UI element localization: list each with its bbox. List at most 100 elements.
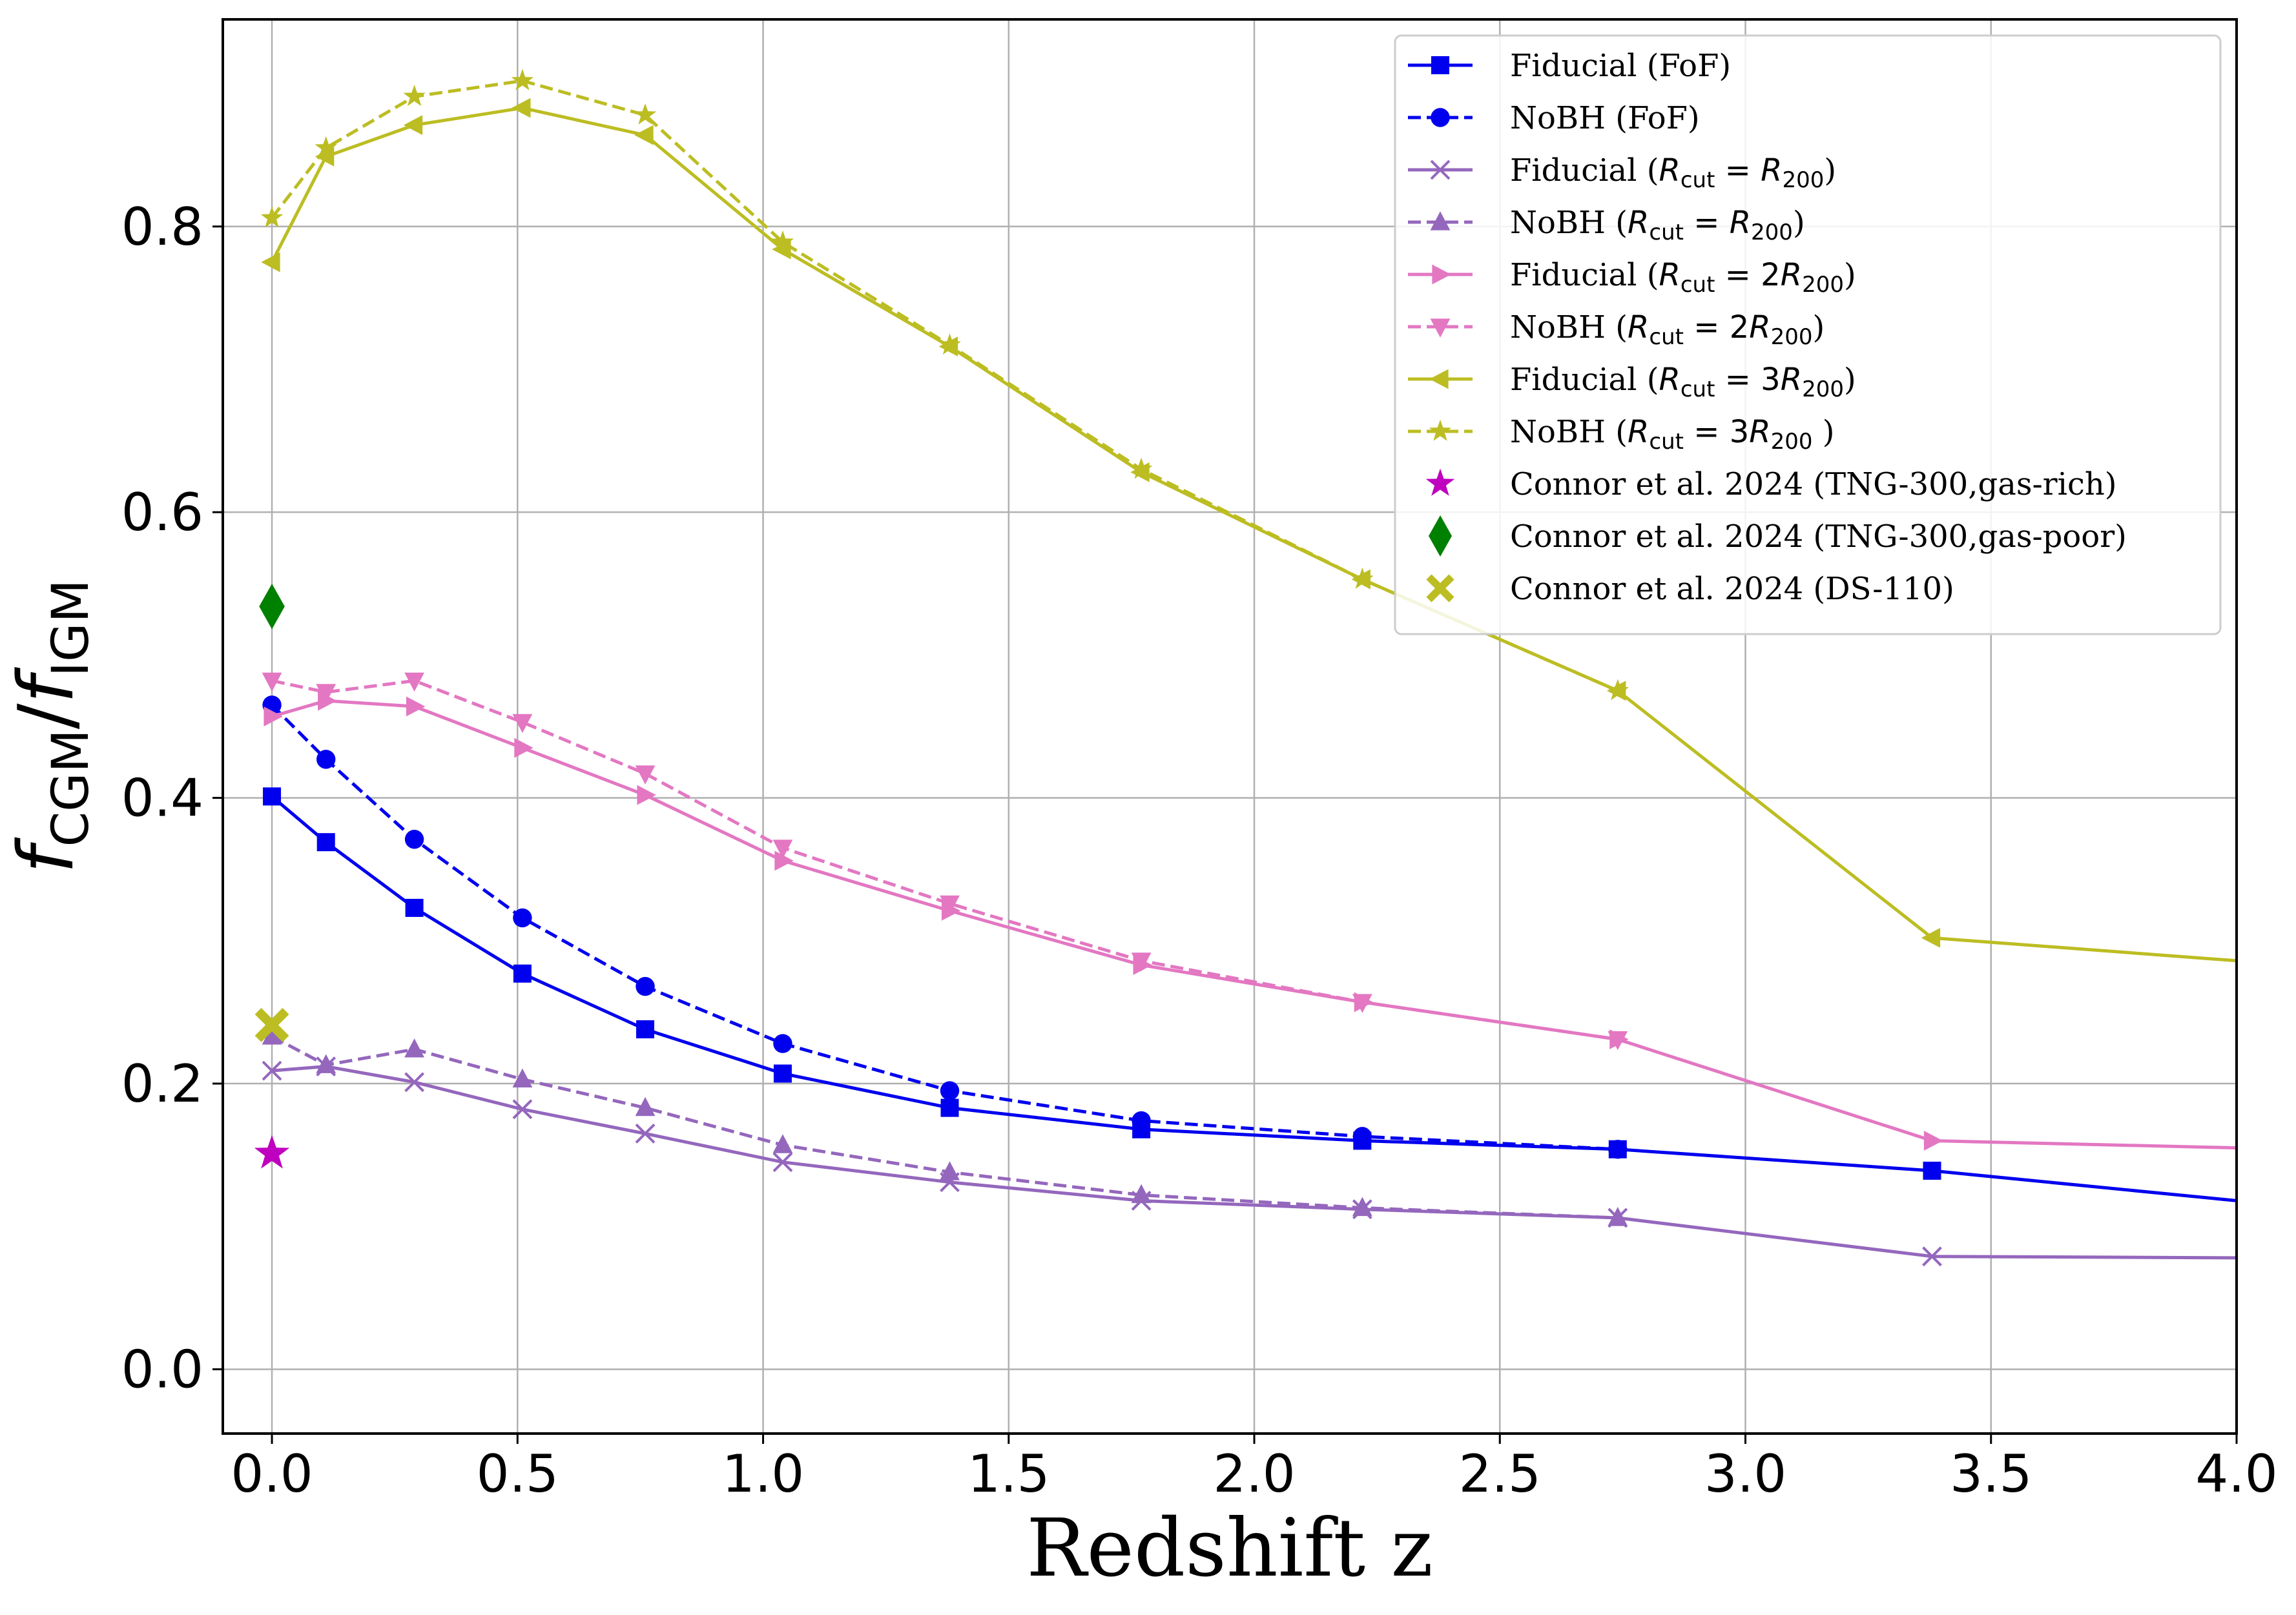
data-point — [512, 98, 531, 118]
legend-marker — [1431, 108, 1450, 127]
series-line — [271, 1034, 1618, 1220]
legend-marker — [1430, 159, 1451, 180]
legend-label: Connor et al. 2024 (DS-110) — [1510, 571, 1954, 607]
data-point — [637, 785, 656, 805]
data-point — [636, 1020, 655, 1038]
y-axis-title: fCGM/fIGM — [1, 579, 100, 874]
series-layer — [260, 68, 2237, 1267]
legend-label: Fiducial (FoF) — [1510, 48, 1731, 84]
legend-label: Connor et al. 2024 (TNG-300,gas-poor) — [1510, 519, 2127, 555]
data-point — [1131, 952, 1152, 972]
data-point — [262, 672, 282, 692]
data-point — [773, 1064, 792, 1083]
data-point — [1131, 1184, 1152, 1204]
data-point — [773, 1034, 792, 1053]
legend: Fiducial (FoF) NoBH (FoF) Fiducial (Rcut =… — [1394, 34, 2222, 635]
y-axis-title-sub1: CGM — [42, 729, 100, 847]
data-point — [772, 839, 793, 859]
series-line — [271, 795, 2237, 1202]
data-point — [405, 898, 424, 917]
series-2 — [262, 695, 1628, 1159]
data-point — [316, 833, 335, 852]
legend-marker — [1429, 369, 1449, 389]
legend-label: NoBH (Rcut = R200) — [1510, 205, 1805, 245]
reference-point — [254, 1135, 290, 1169]
series-line — [271, 704, 1618, 1151]
data-point — [404, 830, 424, 849]
data-point — [512, 1068, 533, 1087]
data-point — [634, 103, 657, 125]
x-tick-label: 1.0 — [722, 1444, 804, 1504]
data-point — [406, 696, 426, 717]
series-line — [271, 679, 1619, 1041]
data-point — [262, 1025, 282, 1045]
data-point — [635, 1124, 656, 1144]
data-point — [315, 136, 337, 158]
data-point — [1923, 1131, 1943, 1151]
x-tick-label: 4.0 — [2195, 1444, 2277, 1504]
x-tick-label: 3.5 — [1950, 1444, 2032, 1504]
legend-label: NoBH (Rcut = 3R200 ) — [1510, 414, 1834, 455]
data-point — [771, 230, 794, 252]
x-axis-title: Redshift z — [1026, 1502, 1433, 1595]
legend-box — [1394, 34, 2222, 635]
x-tick-label: 2.5 — [1459, 1444, 1541, 1504]
data-point — [772, 1152, 793, 1173]
data-point — [1132, 1111, 1151, 1131]
x-tick-label: 0.5 — [477, 1444, 559, 1504]
y-tick-label: 0.6 — [121, 482, 203, 542]
legend-marker — [1426, 574, 1454, 602]
data-point — [772, 1134, 793, 1153]
legend-marker — [1429, 515, 1452, 557]
data-point — [634, 125, 654, 145]
data-point — [261, 252, 280, 273]
series-8 — [260, 68, 1629, 701]
y-axis-title-sub2: IGM — [42, 579, 100, 677]
data-point — [404, 1072, 425, 1093]
data-point — [404, 1038, 424, 1058]
y-tick-label: 0.2 — [121, 1054, 203, 1114]
series-6 — [262, 672, 1628, 1051]
legend-marker — [1429, 419, 1452, 441]
data-point — [1921, 927, 1941, 948]
x-tick-label: 3.0 — [1704, 1444, 1786, 1504]
data-point — [635, 765, 656, 785]
legend-marker — [1430, 318, 1451, 338]
data-point — [512, 714, 533, 734]
data-point — [404, 672, 424, 692]
data-point — [940, 1161, 960, 1180]
series-4 — [262, 1025, 1628, 1226]
data-point — [263, 787, 282, 806]
data-point — [513, 908, 532, 928]
data-point — [262, 1060, 282, 1081]
data-point — [774, 850, 794, 871]
y-axis-title-slash: / — [1, 703, 90, 729]
data-point — [940, 1081, 960, 1100]
legend-marker — [1431, 56, 1449, 74]
legend-marker — [1430, 211, 1451, 231]
legend-label: NoBH (Rcut = 2R200) — [1510, 309, 1825, 350]
legend-label: NoBH (FoF) — [1510, 100, 1700, 136]
series-line — [271, 1065, 2237, 1260]
data-point — [938, 333, 961, 355]
axis-ticks: 0.0 0.5 1.0 1.5 2.0 2.5 3.0 3.5 4.0 0.0 0.2 0.4 0.6 0… — [121, 197, 2278, 1504]
reference-points — [254, 583, 290, 1169]
data-point — [316, 684, 336, 703]
data-point — [1352, 1197, 1372, 1217]
x-tick-label: 1.5 — [967, 1444, 1050, 1504]
legend-label: Connor et al. 2024 (TNG-300,gas-rich) — [1510, 466, 2117, 502]
legend-label: Fiducial (Rcut = 3R200) — [1510, 362, 1856, 402]
data-point — [403, 115, 423, 136]
data-point — [316, 750, 336, 769]
series-line — [271, 79, 1619, 692]
data-point — [1130, 457, 1153, 479]
data-point — [1922, 1246, 1942, 1267]
reference-point — [254, 1007, 289, 1042]
legend-label: Fiducial (Rcut = 2R200) — [1510, 257, 1856, 298]
data-point — [1608, 1031, 1628, 1051]
data-point — [1606, 679, 1629, 701]
legend-label: Fiducial (Rcut = R200) — [1510, 152, 1836, 193]
series-line — [270, 106, 2237, 963]
data-point — [1352, 994, 1372, 1013]
series-line — [271, 699, 2237, 1150]
